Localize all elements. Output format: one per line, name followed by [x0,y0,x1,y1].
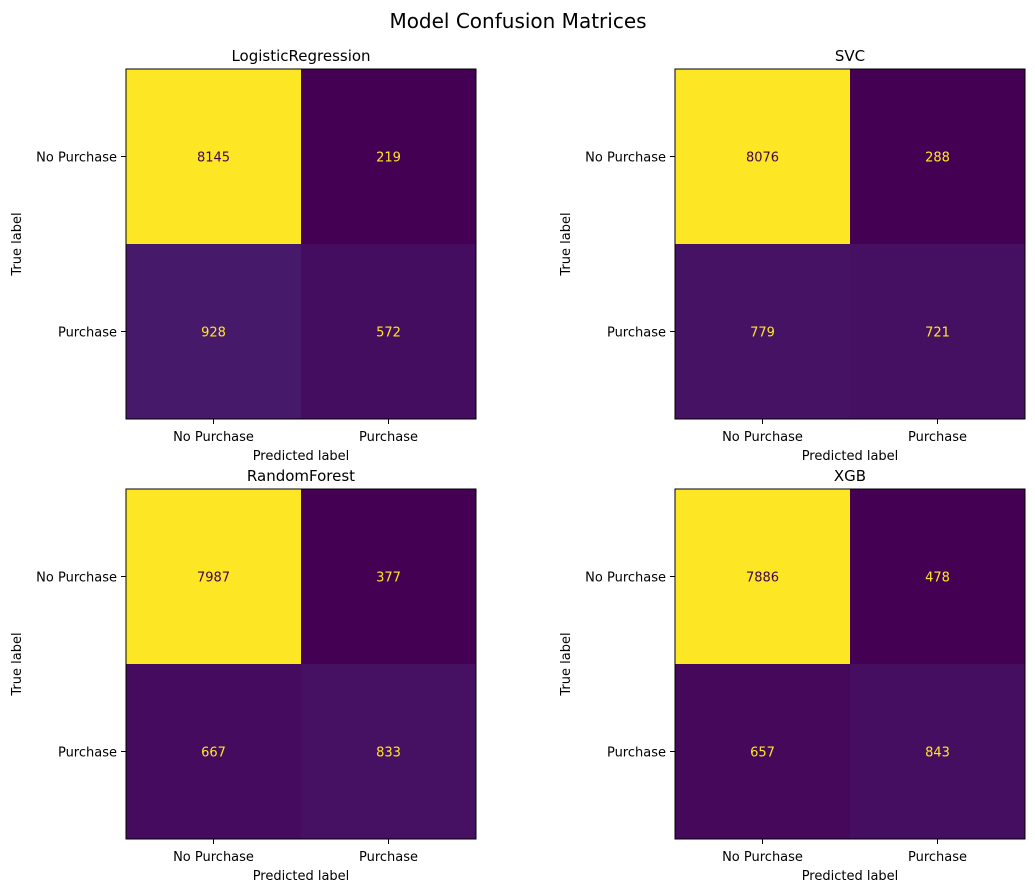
matrix-cell [850,489,1026,665]
y-tick-label: No Purchase [585,151,666,166]
x-tick-label: Purchase [908,850,967,865]
panel-title: LogisticRegression [231,47,370,65]
confusion-matrix-panel: SVC 8076 288 779 721 No Purchase Purchase No Pu… [559,47,1026,464]
cell-value-label: 7987 [197,571,230,586]
figure-title: Model Confusion Matrices [389,9,646,33]
x-axis-label: Predicted label [802,449,899,464]
y-tick-label: No Purchase [36,571,117,586]
matrix-cell [301,69,477,245]
cell-value-label: 667 [201,746,226,761]
axes-frame [674,68,1026,420]
cell-value-label: 721 [925,326,950,341]
cell-value-label: 377 [376,571,401,586]
y-tick-label: Purchase [58,746,117,761]
x-tick-label: No Purchase [173,430,254,445]
matrix-cell [301,664,477,840]
cell-value-label: 843 [925,746,950,761]
y-tick-label: Purchase [607,326,666,341]
cell-value-label: 288 [925,151,950,166]
matrix-cell [126,489,302,665]
cell-value-label: 833 [376,746,401,761]
cell-value-label: 779 [750,326,775,341]
matrix-cell [675,489,851,665]
y-tick-label: Purchase [58,326,117,341]
cell-value-label: 657 [750,746,775,761]
panel-title: RandomForest [247,467,355,485]
confusion-matrix-panel: LogisticRegression 8145 219 928 572 No Purcha… [10,47,477,464]
y-axis-label: True label [559,632,574,696]
matrix-cell [126,244,302,420]
matrix-cell [850,244,1026,420]
panel-title: SVC [835,47,865,65]
axes-frame [125,488,477,840]
x-axis-label: Predicted label [253,449,350,464]
cell-value-label: 8076 [746,151,779,166]
matrix-cell [850,69,1026,245]
matrix-cell [675,69,851,245]
x-tick-label: No Purchase [173,850,254,865]
matrix-cell [850,664,1026,840]
y-tick-label: No Purchase [36,151,117,166]
cell-value-label: 928 [201,326,226,341]
y-axis-label: True label [559,212,574,276]
matrix-cell [126,69,302,245]
x-tick-label: Purchase [908,430,967,445]
cell-value-label: 572 [376,326,401,341]
x-tick-label: Purchase [359,430,418,445]
y-axis-label: True label [10,632,25,696]
matrix-cell [675,664,851,840]
cell-value-label: 219 [376,151,401,166]
x-axis-label: Predicted label [253,869,350,884]
y-tick-label: Purchase [607,746,666,761]
matrix-cell [126,664,302,840]
axes-frame [674,488,1026,840]
cell-value-label: 7886 [746,571,779,586]
matrix-cell [301,489,477,665]
x-tick-label: No Purchase [722,850,803,865]
y-tick-label: No Purchase [585,571,666,586]
cell-value-label: 8145 [197,151,230,166]
x-tick-label: No Purchase [722,430,803,445]
panel-title: XGB [834,467,866,485]
x-axis-label: Predicted label [802,869,899,884]
axes-frame [125,68,477,420]
matrix-cell [675,244,851,420]
cell-value-label: 478 [925,571,950,586]
confusion-matrix-panel: RandomForest 7987 377 667 833 No Purchase Purc… [10,467,477,884]
y-axis-label: True label [10,212,25,276]
confusion-matrix-panel: XGB 7886 478 657 843 No Purchase Purchase No Pu… [559,467,1026,884]
matrix-cell [301,244,477,420]
x-tick-label: Purchase [359,850,418,865]
